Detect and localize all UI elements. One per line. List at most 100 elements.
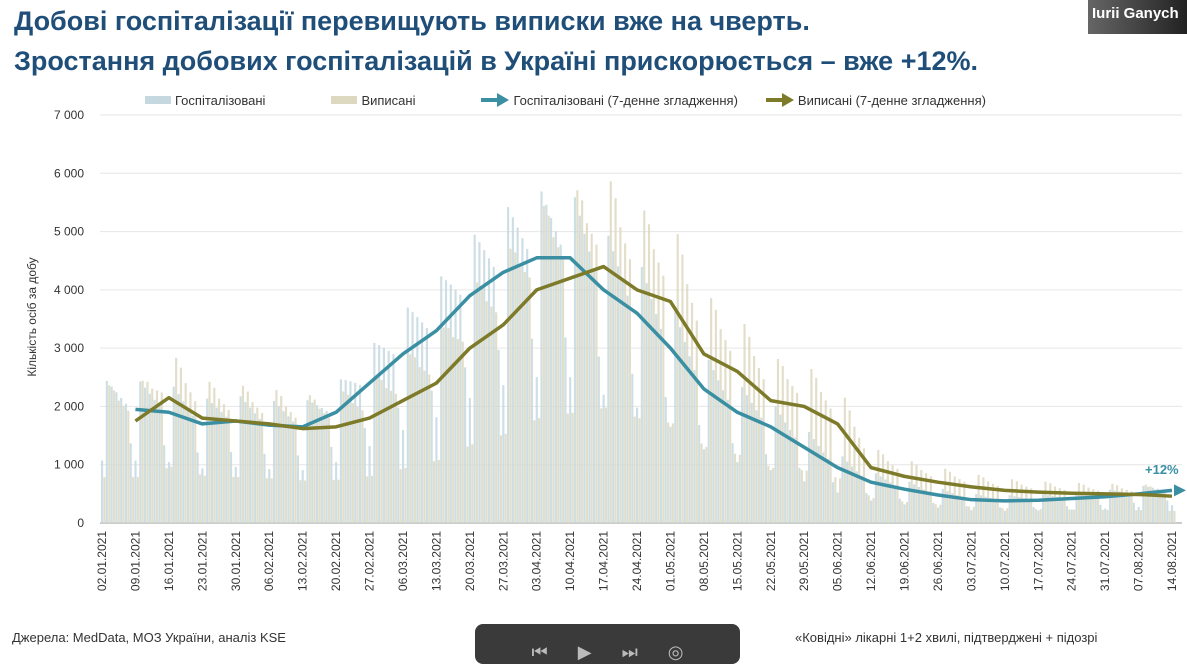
hospitalized-bar <box>640 266 643 523</box>
discharged-bar <box>853 426 856 523</box>
discharged-bar <box>934 504 937 523</box>
discharged-bar <box>1125 489 1128 523</box>
hospitalized-bar <box>650 298 653 523</box>
hospitalized-bar <box>817 445 820 523</box>
discharged-bar <box>385 388 388 523</box>
hospitalized-bar <box>1099 504 1102 523</box>
hospitalized-bar <box>664 397 667 523</box>
discharged-bar <box>614 198 617 523</box>
discharged-bar <box>284 406 288 523</box>
discharged-bar <box>982 477 985 523</box>
discharged-bar <box>561 257 565 523</box>
hospitalized-bar <box>1128 493 1131 523</box>
hospitalized-bar <box>731 443 734 523</box>
discharged-bar <box>1044 481 1047 523</box>
hospitalized-bar <box>253 413 257 523</box>
hospitalized-bar <box>865 492 868 523</box>
hospitalized-bar <box>597 356 600 523</box>
x-tick-label: 08.05.2021 <box>697 531 711 591</box>
discharged-bar <box>676 234 679 523</box>
hospitalized-bar <box>124 403 128 523</box>
hospitalized-bar <box>483 250 486 523</box>
discharged-bar <box>504 433 507 523</box>
discharged-bar <box>370 475 374 523</box>
x-tick-label: 13.03.2021 <box>429 531 443 591</box>
hospitalized-bar <box>626 295 629 523</box>
x-tick-label: 17.04.2021 <box>597 531 611 591</box>
hospitalized-bar <box>741 387 744 523</box>
discharged-bar <box>155 390 159 523</box>
hospitalized-bar <box>936 507 940 523</box>
discharged-bar <box>834 477 837 523</box>
hospitalized-bar <box>1085 493 1088 523</box>
legend-item-hosp: Госпіталізовані <box>145 92 265 108</box>
discharged-bar <box>929 476 932 523</box>
discharged-bar <box>194 401 197 523</box>
discharged-bar <box>136 477 139 523</box>
discharged-bar <box>552 237 555 524</box>
hospitalized-bar <box>1008 495 1011 523</box>
hospitalized-bar <box>545 204 548 523</box>
forward-button[interactable]: ⏭ <box>621 642 638 662</box>
hospitalized-bar <box>416 317 419 523</box>
discharged-bar <box>380 380 383 523</box>
discharged-bar <box>815 377 818 523</box>
x-tick-label: 27.02.2021 <box>363 531 377 591</box>
discharged-bar <box>590 233 593 524</box>
hospitalized-bar <box>784 422 787 523</box>
rewind-button[interactable]: ⏮ <box>531 642 548 662</box>
hospitalized-bar <box>932 502 935 523</box>
legend-label: Госпіталізовані <box>175 92 266 108</box>
hospitalized-bar <box>421 322 424 523</box>
x-tick-label: 05.06.2021 <box>831 531 845 591</box>
discharged-bar <box>127 410 130 523</box>
hospitalized-bar <box>387 350 390 523</box>
discharged-bar <box>351 403 354 523</box>
discharged-bar <box>227 409 230 523</box>
hospitalized-bar <box>287 416 290 523</box>
y-tick-label: 0 <box>77 516 84 530</box>
discharged-bar <box>1034 508 1038 523</box>
hospitalized-bar <box>373 342 376 523</box>
discharged-bar <box>714 309 717 523</box>
hospitalized-bar <box>726 399 729 523</box>
hospitalized-bar <box>268 469 271 523</box>
discharged-bar <box>117 400 120 523</box>
discharged-bar <box>571 412 574 523</box>
discharged-bar <box>753 356 756 523</box>
hospitalized-bar <box>569 377 572 523</box>
hospitalized-bar <box>430 390 433 523</box>
x-tick-label: 26.06.2021 <box>931 531 945 591</box>
disc-bar-swatch <box>331 96 358 104</box>
hospitalized-bar <box>382 347 385 523</box>
discharged-bar <box>628 259 631 523</box>
zoom-playback-controls[interactable]: ⏮ ▶ ⏭ ◎ <box>475 624 740 664</box>
hospitalized-bar <box>941 488 944 523</box>
discharged-bar <box>1149 486 1152 523</box>
discharged-bar <box>1030 488 1033 523</box>
discharged-bar <box>719 329 722 523</box>
hospitalized-bar <box>798 467 801 523</box>
hospitalized-bar <box>521 238 524 523</box>
options-button[interactable]: ◎ <box>667 642 684 662</box>
discharged-bar <box>432 461 436 523</box>
hospitalized-bar <box>478 242 481 524</box>
hospitalized-bar <box>440 276 443 523</box>
hospitalized-bar <box>707 359 710 523</box>
discharged-bar <box>991 483 995 523</box>
discharged-bar <box>466 446 469 523</box>
hospitalized-bar <box>368 446 371 523</box>
hospitalized-bar <box>946 491 949 523</box>
hospitalized-bar <box>1147 486 1150 523</box>
play-button[interactable]: ▶ <box>577 642 592 662</box>
discharged-bar <box>175 357 178 523</box>
discharged-bar <box>557 247 560 523</box>
hospitalized-bar <box>473 234 476 523</box>
discharged-bar <box>471 444 474 523</box>
hospitalized-bar <box>378 345 381 523</box>
discharged-bar <box>1015 481 1018 523</box>
hospitalized-bar <box>659 328 663 523</box>
legend-label: Госпіталізовані (7-денне згладження) <box>513 92 738 108</box>
hospitalized-bar <box>1080 493 1083 523</box>
x-tick-label: 03.07.2021 <box>964 531 978 591</box>
